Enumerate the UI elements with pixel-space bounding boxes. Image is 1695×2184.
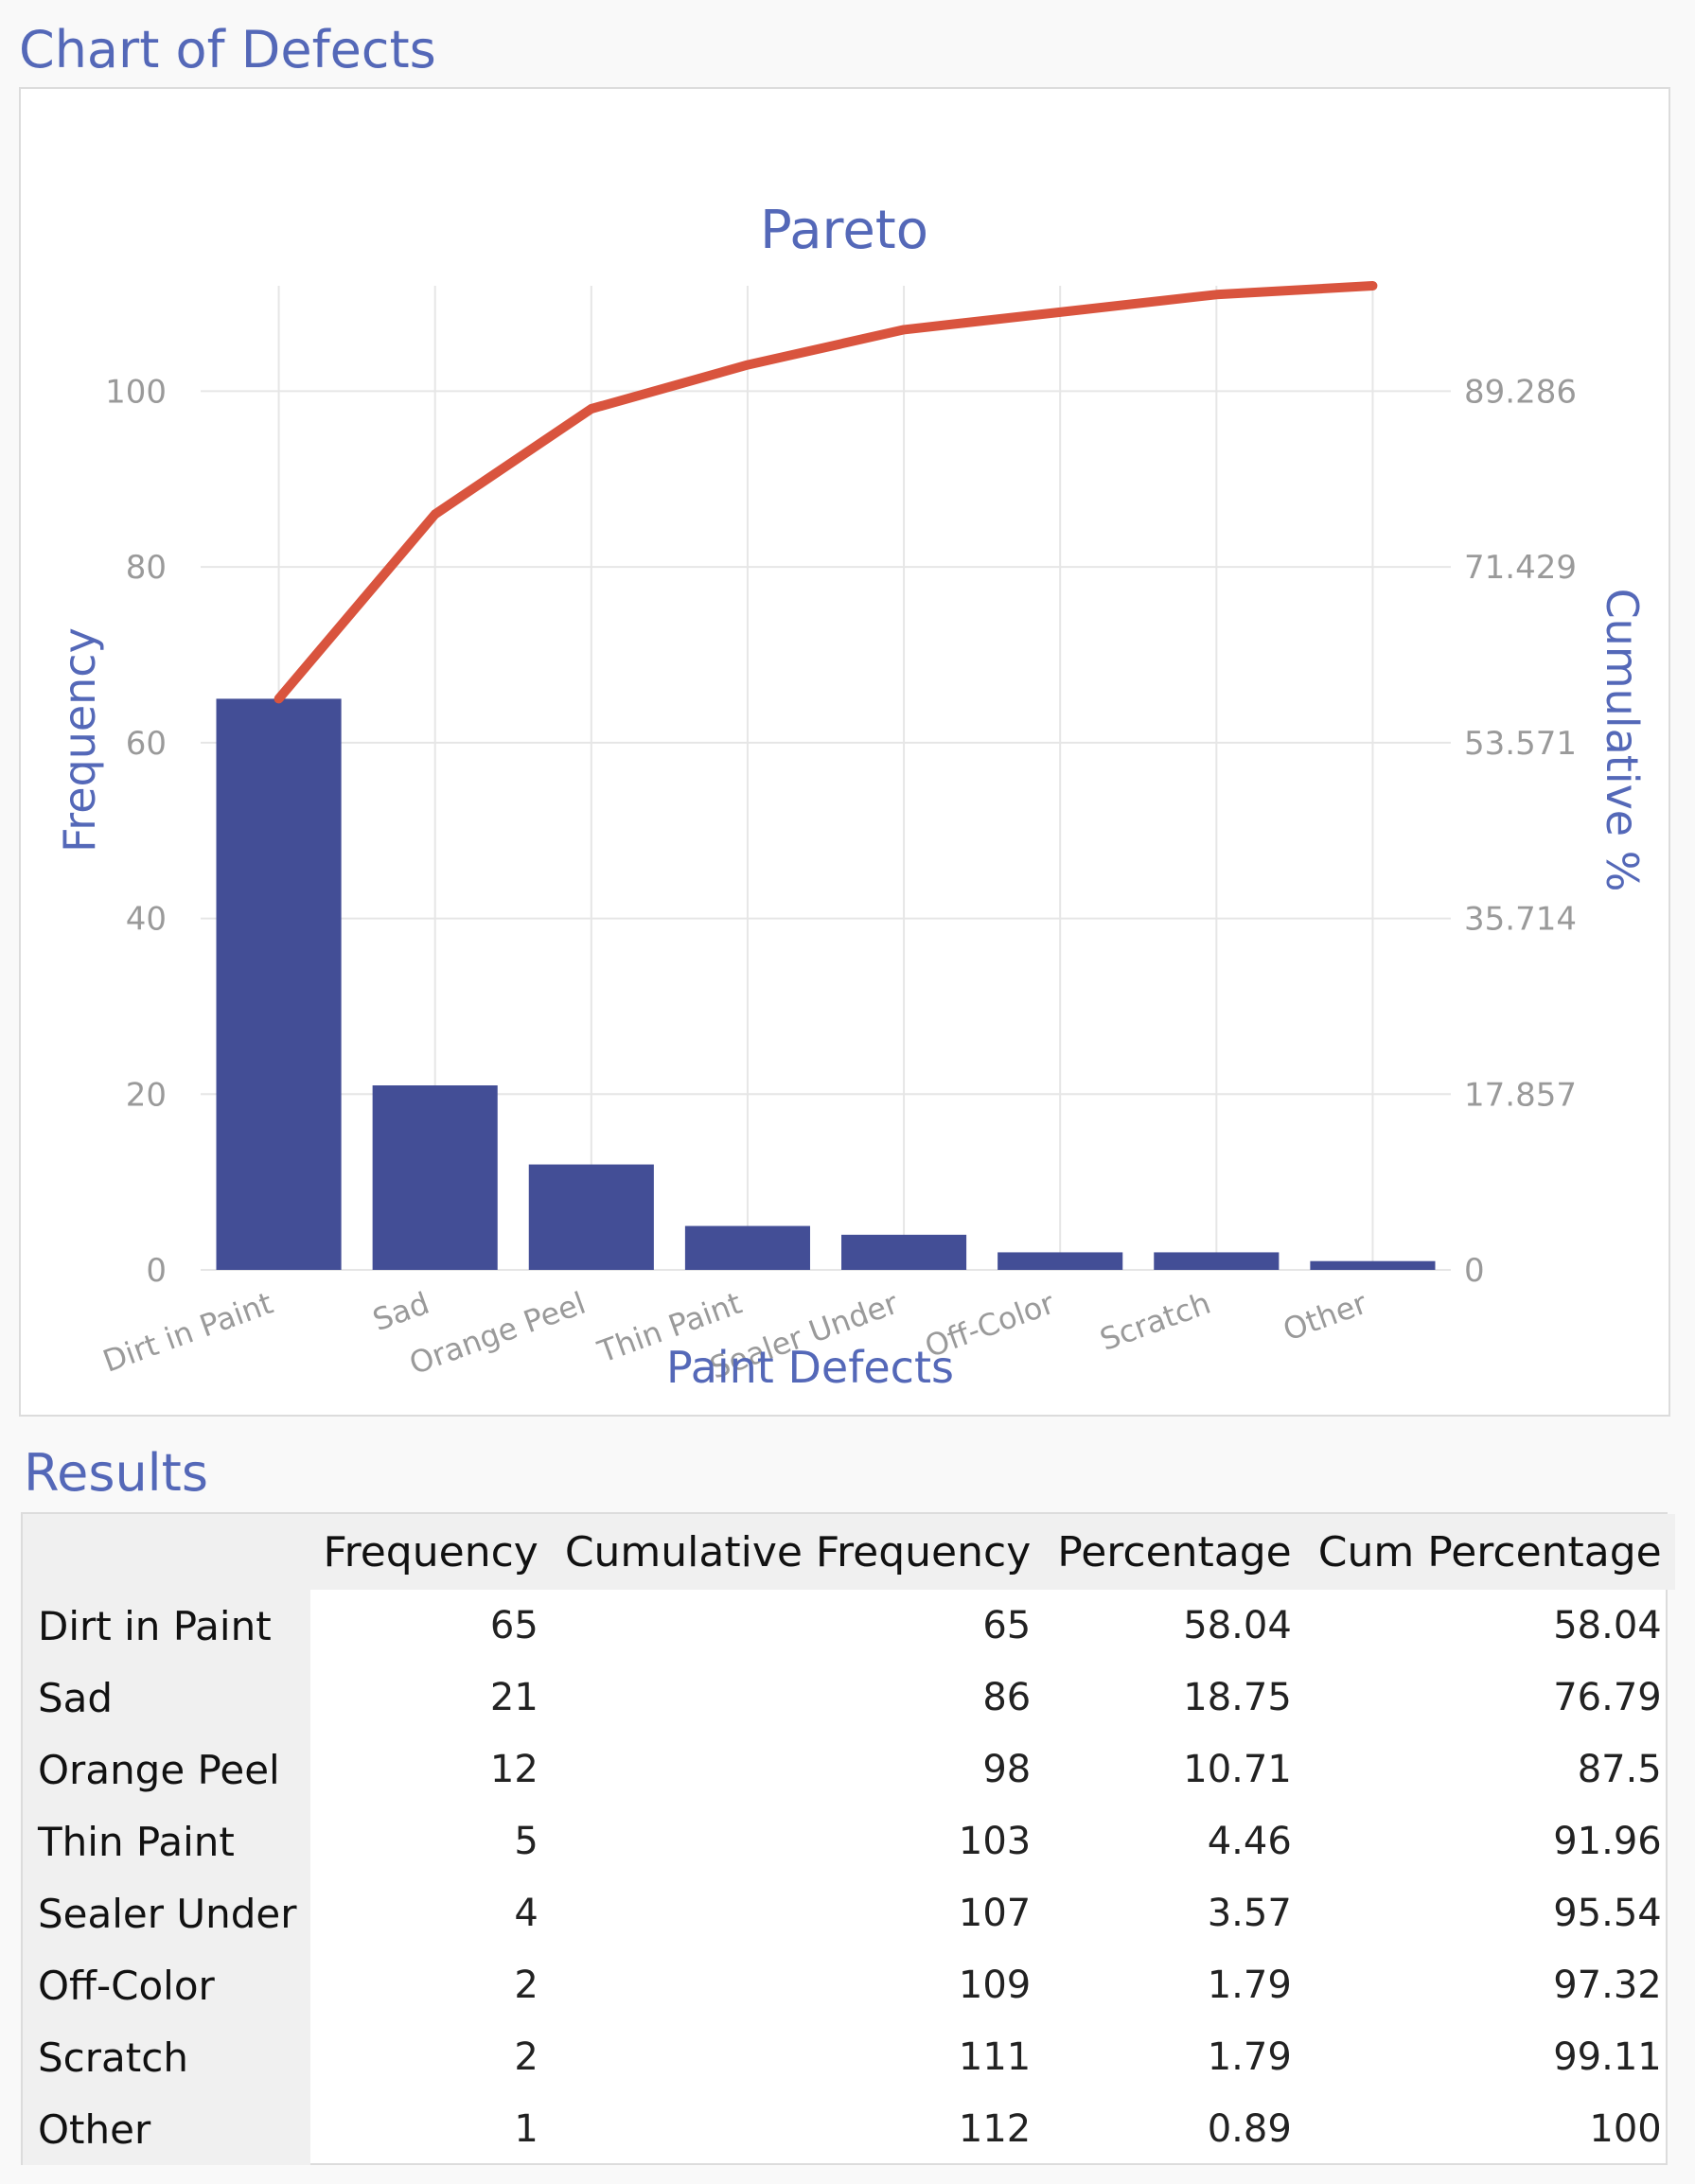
y2-tick-label: 0 <box>1464 1252 1485 1290</box>
row-label: Thin Paint <box>23 1805 310 1877</box>
frequency-cell: 2 <box>514 1964 539 2007</box>
col-header-cumulative-frequency: Cumulative Frequency <box>551 1514 1045 1590</box>
cum-percentage-cell: 91.96 <box>1553 1820 1662 1863</box>
percentage-cell: 18.75 <box>1183 1676 1292 1719</box>
y-tick-label: 80 <box>126 549 167 587</box>
x-tick-label: Scratch <box>1095 1285 1215 1358</box>
row-label: Scratch <box>23 2021 310 2093</box>
cum-percentage-cell: 76.79 <box>1553 1676 1662 1719</box>
cumulative-line <box>274 281 1378 704</box>
row-label: Orange Peel <box>23 1734 310 1805</box>
bar <box>216 698 342 1270</box>
percentage-cell: 1.79 <box>1207 1964 1292 2007</box>
col-header-cum-percentage: Cum Percentage <box>1304 1514 1675 1590</box>
y-tick-label: 20 <box>126 1076 167 1114</box>
y-tick-label: 60 <box>126 725 167 763</box>
bar <box>998 1252 1123 1270</box>
y-tick-label: 0 <box>146 1252 167 1290</box>
results-header-row: Frequency Cumulative Frequency Percentag… <box>23 1514 1675 1590</box>
y2-tick-label: 35.714 <box>1464 901 1577 939</box>
row-label: Sealer Under <box>23 1877 310 1949</box>
y-axis-label: Frequency <box>54 627 105 853</box>
table-row: Thin Paint 5 103 4.46 91.96 <box>23 1805 1675 1877</box>
chart-section-title: Chart of Defects <box>19 20 436 79</box>
percentage-cell: 1.79 <box>1207 2035 1292 2079</box>
cum-frequency-cell: 86 <box>982 1676 1032 1719</box>
cum-frequency-cell: 111 <box>958 2035 1032 2079</box>
frequency-cell: 2 <box>514 2035 539 2079</box>
bar <box>1310 1260 1436 1270</box>
row-label: Other <box>23 2093 310 2165</box>
x-tick-label: Other <box>1279 1285 1372 1348</box>
bar <box>841 1234 967 1270</box>
y2-tick-label: 71.429 <box>1464 549 1577 587</box>
y2-tick-label: 89.286 <box>1464 373 1577 411</box>
y-tick-label: 100 <box>105 373 167 411</box>
row-label: Dirt in Paint <box>23 1590 310 1662</box>
cum-frequency-cell: 109 <box>958 1964 1032 2007</box>
cum-frequency-cell: 98 <box>982 1748 1032 1791</box>
results-panel: Frequency Cumulative Frequency Percentag… <box>21 1512 1675 2165</box>
y2-tick-label: 17.857 <box>1464 1076 1577 1114</box>
y2-axis-label: Cumulative % <box>1597 589 1648 892</box>
cum-percentage-cell: 95.54 <box>1553 1892 1662 1935</box>
col-header-percentage: Percentage <box>1044 1514 1305 1590</box>
table-row: Other 1 112 0.89 100 <box>23 2093 1675 2165</box>
table-row: Orange Peel 12 98 10.71 87.5 <box>23 1734 1675 1805</box>
y-tick-label: 40 <box>126 901 167 939</box>
cum-percentage-cell: 87.5 <box>1577 1748 1662 1791</box>
frequency-cell: 12 <box>489 1748 539 1791</box>
y2-tick-label: 53.571 <box>1464 725 1577 763</box>
table-row: Scratch 2 111 1.79 99.11 <box>23 2021 1675 2093</box>
frequency-cell: 65 <box>489 1604 539 1647</box>
cum-frequency-cell: 107 <box>958 1892 1032 1935</box>
col-header-frequency: Frequency <box>309 1514 552 1590</box>
cum-percentage-cell: 58.04 <box>1553 1604 1662 1647</box>
cum-percentage-cell: 99.11 <box>1553 2035 1662 2079</box>
frequency-cell: 1 <box>514 2107 539 2151</box>
cum-frequency-cell: 103 <box>958 1820 1032 1863</box>
cum-frequency-cell: 112 <box>958 2107 1032 2151</box>
cum-percentage-cell: 97.32 <box>1553 1964 1662 2007</box>
x-tick-label: Sad <box>368 1285 434 1338</box>
frequency-cell: 4 <box>514 1892 539 1935</box>
table-row: Sad 21 86 18.75 76.79 <box>23 1662 1675 1734</box>
percentage-cell: 58.04 <box>1183 1604 1292 1647</box>
frequency-cell: 5 <box>514 1820 539 1863</box>
bars-layer <box>216 698 1436 1270</box>
x-axis-label: Paint Defects <box>666 1342 954 1393</box>
x-tick-label: Dirt in Paint <box>98 1285 278 1380</box>
row-label: Sad <box>23 1662 310 1734</box>
bar <box>1154 1252 1280 1270</box>
bar <box>372 1085 498 1270</box>
table-row: Dirt in Paint 65 65 58.04 58.04 <box>23 1590 1675 1662</box>
percentage-cell: 4.46 <box>1207 1820 1292 1863</box>
corner-cell <box>23 1514 310 1590</box>
cum-frequency-cell: 65 <box>982 1604 1032 1647</box>
grid-layer <box>201 286 1451 1271</box>
table-row: Sealer Under 4 107 3.57 95.54 <box>23 1877 1675 1949</box>
results-section-title: Results <box>24 1443 208 1503</box>
x-tick-label: Orange Peel <box>404 1285 590 1382</box>
cumulative-line-layer <box>274 281 1378 704</box>
pareto-chart: 0 0 20 17.857 40 35.714 60 53.571 80 71.429 100 89.… <box>54 200 1648 1393</box>
results-table: Frequency Cumulative Frequency Percentag… <box>23 1514 1675 2165</box>
bar <box>684 1225 810 1270</box>
row-label: Off-Color <box>23 1949 310 2021</box>
bar <box>528 1164 654 1270</box>
percentage-cell: 0.89 <box>1207 2107 1292 2151</box>
frequency-cell: 21 <box>489 1676 539 1719</box>
percentage-cell: 3.57 <box>1207 1892 1292 1935</box>
cum-percentage-cell: 100 <box>1589 2107 1662 2151</box>
chart-panel: 0 0 20 17.857 40 35.714 60 53.571 80 71.429 100 89.… <box>19 87 1670 1417</box>
table-row: Off-Color 2 109 1.79 97.32 <box>23 1949 1675 2021</box>
chart-title: Pareto <box>760 200 928 261</box>
percentage-cell: 10.71 <box>1183 1748 1292 1791</box>
